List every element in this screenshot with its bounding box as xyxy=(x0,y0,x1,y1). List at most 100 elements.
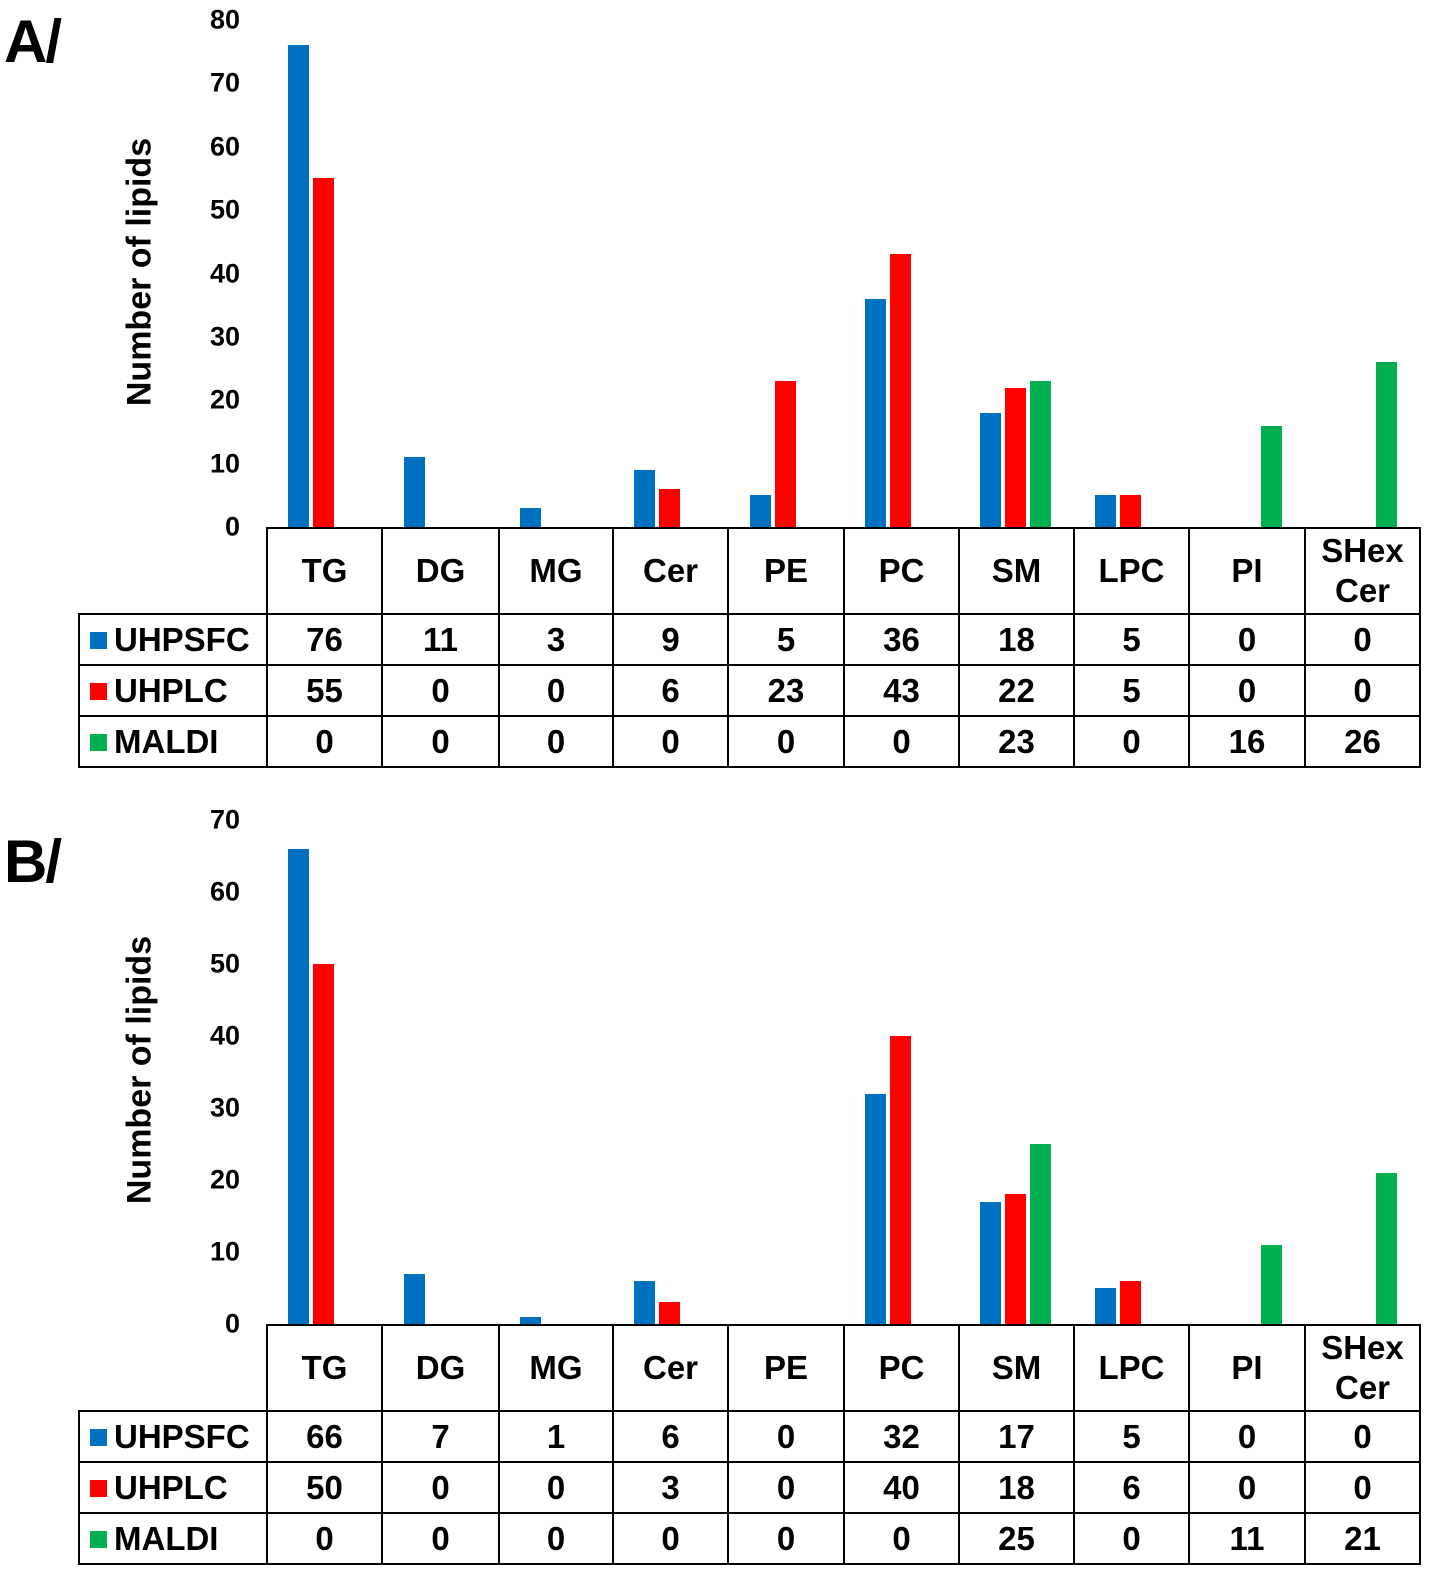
table-cell: 0 xyxy=(727,1512,845,1565)
y-tick-label: 60 xyxy=(209,876,240,907)
table-cell: 0 xyxy=(727,1410,845,1463)
table-cell: 43 xyxy=(843,664,960,717)
table-cell: 0 xyxy=(1304,1410,1421,1463)
table-cell: 9 xyxy=(612,613,729,666)
category-label: SHex Cer xyxy=(1321,532,1404,609)
table-cell: 5 xyxy=(1073,664,1190,717)
y-tick-label: 20 xyxy=(209,1164,240,1195)
category-label: PC xyxy=(878,552,925,589)
table-cell: 0 xyxy=(727,715,845,768)
table-cell: 36 xyxy=(843,613,960,666)
bar-uhplc-pc xyxy=(890,1036,911,1324)
table-cell: 0 xyxy=(843,715,960,768)
legend-swatch xyxy=(90,1479,107,1497)
table-cell: 0 xyxy=(727,1461,845,1514)
category-header: Cer xyxy=(612,1324,729,1412)
y-tick-label: 10 xyxy=(209,448,240,479)
table-cell: 0 xyxy=(498,664,614,717)
category-header: DG xyxy=(381,1324,500,1412)
table-cell: 0 xyxy=(1073,1512,1190,1565)
bar-uhpsfc-mg xyxy=(519,1316,541,1324)
table-cell: 6 xyxy=(612,664,729,717)
table-cell: 16 xyxy=(1188,715,1306,768)
category-label: PI xyxy=(1231,552,1263,589)
table-cell: 0 xyxy=(1188,1410,1306,1463)
table-cell: 18 xyxy=(958,613,1075,666)
table-row: UHPLC 55 0 0 6 23 43 22 5 0 0 xyxy=(78,664,1421,717)
bar-uhpsfc-dg xyxy=(404,1273,425,1324)
y-tick-label: 0 xyxy=(224,511,240,542)
bar-uhplc-pe xyxy=(774,381,796,527)
category-header: LPC xyxy=(1073,1324,1190,1412)
category-header: TG xyxy=(266,527,383,615)
table-row: UHPLC 50 0 0 3 0 40 18 6 0 0 xyxy=(78,1461,1421,1514)
table-cell: 5 xyxy=(1073,1410,1190,1463)
bar-uhplc-tg xyxy=(313,178,334,527)
category-label: PI xyxy=(1231,1349,1263,1386)
table-cell: 22 xyxy=(958,664,1075,717)
bar-uhplc-lpc xyxy=(1120,495,1141,527)
category-label: SM xyxy=(991,552,1042,589)
bar-uhpsfc-lpc xyxy=(1095,495,1116,527)
category-header: MG xyxy=(498,1324,614,1412)
table-cell: 0 xyxy=(266,1512,383,1565)
table-cell: 0 xyxy=(381,715,500,768)
table-corner xyxy=(79,1325,267,1411)
category-label: Cer xyxy=(642,552,699,589)
series-label: UHPLC xyxy=(78,1461,268,1514)
panel-a: A/Number of lipids 0 10 20 30 40 50 60 70 80 TG DG M… xyxy=(0,0,1440,775)
category-header: SM xyxy=(958,1324,1075,1412)
table-cell: 32 xyxy=(843,1410,960,1463)
table-cell: 3 xyxy=(612,1461,729,1514)
category-header: SM xyxy=(958,527,1075,615)
legend-swatch xyxy=(90,1428,107,1446)
table-header-row: TG DG MG Cer PE PC SM LPC PI SHex Cer xyxy=(79,527,1421,615)
category-header: SHex Cer xyxy=(1304,1324,1421,1412)
table-cell: 0 xyxy=(1304,664,1421,717)
table-cell: 0 xyxy=(266,715,383,768)
category-header: MG xyxy=(498,527,614,615)
bar-maldi-pi xyxy=(1260,1244,1282,1324)
category-label: DG xyxy=(415,1349,466,1386)
y-tick-label: 50 xyxy=(209,948,240,979)
category-label: PE xyxy=(763,552,809,589)
category-label: LPC xyxy=(1098,1349,1165,1386)
y-tick-label: 50 xyxy=(209,194,240,225)
table-cell: 23 xyxy=(727,664,845,717)
table-cell: 6 xyxy=(1073,1461,1190,1514)
series-label: UHPLC xyxy=(78,664,268,717)
bar-uhpsfc-cer xyxy=(634,469,655,527)
bar-uhpsfc-sm xyxy=(980,1201,1001,1324)
series-label: MALDI xyxy=(78,1512,268,1565)
category-header: PE xyxy=(727,527,845,615)
category-label: MG xyxy=(529,1349,583,1386)
category-header: PI xyxy=(1188,1324,1306,1412)
category-label: SHex Cer xyxy=(1321,1329,1404,1406)
category-header: DG xyxy=(381,527,500,615)
series-label: UHPSFC xyxy=(78,613,268,666)
table-cell: 0 xyxy=(843,1512,960,1565)
y-tick-label: 70 xyxy=(209,804,240,835)
series-name: MALDI xyxy=(114,722,219,760)
panel-label: B/ xyxy=(4,828,62,895)
table-header-row: TG DG MG Cer PE PC SM LPC PI SHex Cer xyxy=(79,1324,1421,1412)
y-axis-label: Number of lipids xyxy=(120,935,159,1205)
category-label: TG xyxy=(301,552,348,589)
table-cell: 25 xyxy=(958,1512,1075,1565)
data-table: TG DG MG Cer PE PC SM LPC PI SHex Cer UHPSFC 66 7 1 6 0… xyxy=(78,1324,1421,1565)
legend-swatch xyxy=(90,682,107,700)
bar-uhpsfc-pe xyxy=(749,495,771,527)
bar-maldi-shex-cer xyxy=(1376,362,1397,527)
series-name: MALDI xyxy=(114,1519,219,1557)
table-cell: 0 xyxy=(498,715,614,768)
bar-uhplc-cer xyxy=(659,1302,680,1324)
table-cell: 18 xyxy=(958,1461,1075,1514)
bar-uhplc-lpc xyxy=(1120,1280,1141,1324)
table-cell: 21 xyxy=(1304,1512,1421,1565)
bar-uhpsfc-sm xyxy=(980,412,1001,527)
category-label: TG xyxy=(301,1349,348,1386)
y-axis-label: Number of lipids xyxy=(120,137,159,407)
y-tick-label: 40 xyxy=(209,258,240,288)
bar-uhpsfc-tg xyxy=(288,45,309,527)
table-cell: 0 xyxy=(498,1461,614,1514)
